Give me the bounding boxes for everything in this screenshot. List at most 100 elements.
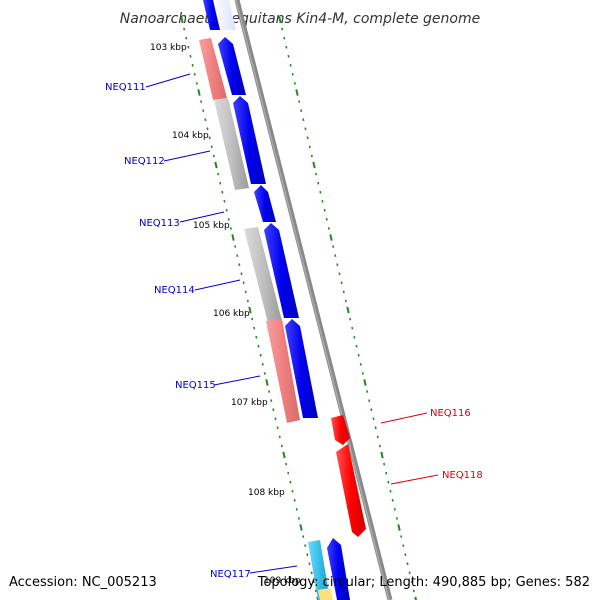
- inner-tick: [206, 127, 209, 131]
- gene-label-neq111[interactable]: NEQ111: [105, 82, 146, 93]
- inner-tick: [280, 444, 283, 448]
- outer-tick: [391, 498, 394, 502]
- genome-summary-text: Topology: circular; Length: 490,885 bp; …: [257, 575, 590, 590]
- gene-block-bottom-yellow[interactable]: [318, 588, 333, 600]
- label-line-neq118: [390, 474, 439, 485]
- outer-tick: [278, 16, 282, 24]
- gene-label-neq113[interactable]: NEQ113: [139, 218, 180, 229]
- inner-tick: [219, 181, 222, 185]
- inner-tick: [293, 498, 296, 502]
- inner-tick: [193, 73, 196, 76]
- outer-tick: [344, 299, 347, 303]
- kbp-label-103: 103 kbp: [150, 43, 187, 53]
- outer-tick: [308, 145, 311, 149]
- kbp-label-107: 107 kbp: [231, 398, 268, 408]
- outer-tick: [351, 326, 354, 330]
- gene-arrow-neq113[interactable]: [254, 185, 276, 222]
- inner-tick: [291, 489, 294, 493]
- outer-tick: [323, 208, 326, 212]
- outer-tick: [346, 306, 350, 314]
- inner-tick: [316, 596, 320, 600]
- gene-block-top-partial[interactable]: [203, 0, 222, 30]
- other-gene-block[interactable]: [308, 540, 330, 600]
- gene-arrow-neq117[interactable]: [327, 538, 350, 600]
- gene-arrow-neq114[interactable]: [264, 223, 299, 318]
- inner-tick: [238, 263, 241, 267]
- gene-label-neq112[interactable]: NEQ112: [124, 156, 165, 167]
- gene-label-neq118[interactable]: NEQ118: [442, 470, 483, 481]
- outer-tick: [385, 471, 388, 475]
- inner-tick: [214, 161, 218, 169]
- pseudogene-block-2[interactable]: [244, 227, 282, 323]
- gene-arrow-neq118[interactable]: [336, 444, 366, 537]
- inner-tick: [204, 118, 207, 122]
- kbp-label-108: 108 kbp: [248, 488, 285, 498]
- inner-tick: [248, 306, 252, 314]
- inner-tick: [210, 145, 213, 149]
- inner-tick: [274, 417, 277, 421]
- gene-label-neq114[interactable]: NEQ114: [154, 285, 195, 296]
- inner-tick: [278, 435, 281, 439]
- pseudogene-block-1[interactable]: [214, 98, 249, 190]
- gene-arrow-neq111[interactable]: [218, 37, 246, 95]
- gene-block-top-pale[interactable]: [213, 0, 236, 30]
- outer-tick: [291, 73, 294, 76]
- outer-tick: [376, 435, 379, 439]
- outer-tick: [357, 353, 360, 357]
- outer-tick: [406, 562, 409, 566]
- outer-tick: [412, 589, 415, 593]
- genome-backbone: [234, 0, 393, 600]
- outer-tick: [306, 136, 309, 140]
- outer-tick: [414, 596, 418, 600]
- label-line-neq114: [194, 279, 241, 291]
- inner-tick: [244, 290, 247, 294]
- outer-tick: [372, 417, 375, 421]
- inner-tick: [234, 245, 237, 248]
- inner-tick: [251, 317, 254, 321]
- inner-tick: [208, 136, 211, 140]
- inner-tick: [259, 353, 262, 357]
- inner-tick: [310, 571, 313, 575]
- inner-tick: [236, 254, 239, 257]
- outer-tick: [304, 127, 307, 131]
- gene-label-lines: [145, 73, 439, 574]
- outer-tick: [410, 580, 413, 584]
- outer-tick: [325, 218, 328, 221]
- outer-tick: [336, 263, 339, 267]
- gene-labels: NEQ111 NEQ112 NEQ113 NEQ114 NEQ115 NEQ11…: [105, 82, 483, 580]
- inner-tick: [221, 190, 224, 194]
- gene-label-neq117[interactable]: NEQ117: [210, 569, 251, 580]
- gene-label-neq115[interactable]: NEQ115: [175, 380, 216, 391]
- rna-block-2[interactable]: [266, 319, 300, 423]
- genome-backbone-highlight: [235, 0, 390, 600]
- outer-tick: [353, 335, 356, 339]
- outer-tick: [404, 553, 407, 557]
- outer-tick: [332, 245, 335, 248]
- outer-tick: [355, 344, 358, 348]
- outer-tick: [310, 154, 313, 158]
- inner-tick: [185, 36, 188, 40]
- outer-tick: [329, 234, 333, 241]
- inner-tick: [268, 390, 271, 393]
- gene-arrow-neq116[interactable]: [331, 415, 350, 445]
- inner-tick: [272, 408, 275, 412]
- outer-tick: [295, 89, 299, 96]
- outer-tick: [363, 379, 367, 386]
- outer-tick: [349, 317, 352, 321]
- outer-tick: [383, 462, 386, 466]
- outer-tick: [370, 408, 373, 412]
- inner-tick: [242, 281, 245, 285]
- inner-tick: [299, 524, 303, 531]
- outer-tick: [387, 480, 390, 484]
- gene-arrow-neq115[interactable]: [285, 319, 318, 418]
- kbp-label-104: 104 kbp: [172, 131, 209, 141]
- outer-tick: [340, 281, 343, 285]
- outer-tick: [287, 54, 290, 58]
- outer-tick: [302, 118, 305, 122]
- rna-block-1[interactable]: [199, 38, 227, 100]
- gene-label-neq116[interactable]: NEQ116: [430, 408, 471, 419]
- outer-tick: [334, 254, 337, 257]
- gene-arrow-neq112[interactable]: [233, 96, 266, 184]
- inner-tick: [225, 208, 228, 212]
